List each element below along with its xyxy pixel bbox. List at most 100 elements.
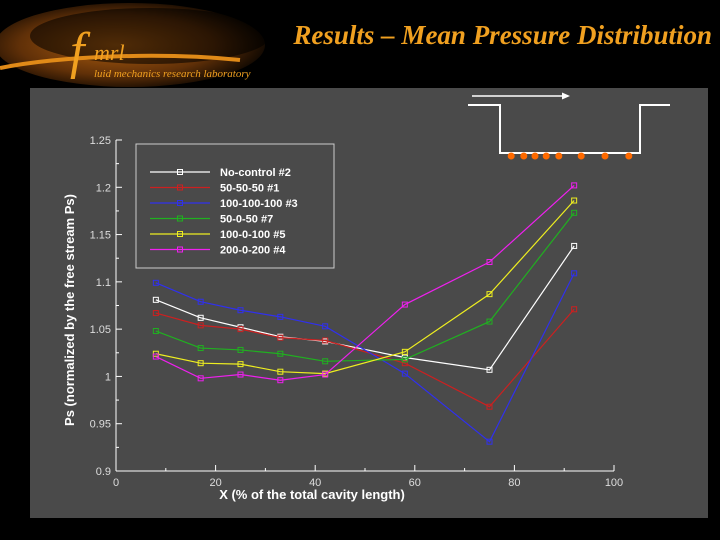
data-point — [152, 310, 159, 317]
data-point — [277, 377, 284, 384]
data-point — [197, 375, 204, 382]
data-point — [486, 438, 493, 445]
y-tick-label: 0.9 — [96, 466, 111, 478]
orifice-dot — [520, 152, 528, 160]
data-point — [237, 346, 244, 353]
data-point — [486, 291, 493, 298]
orifice-dot — [601, 152, 609, 160]
data-point — [486, 366, 493, 373]
data-point — [237, 361, 244, 368]
legend-marker — [177, 246, 183, 253]
series-4 — [152, 209, 578, 365]
data-point — [571, 197, 578, 204]
x-tick-label: 60 — [409, 477, 421, 489]
data-point — [401, 370, 408, 377]
legend-label: 100-100-100 #3 — [220, 198, 298, 210]
series-3 — [152, 270, 578, 445]
data-point — [486, 403, 493, 410]
legend-label: 50-0-50 #7 — [220, 214, 273, 226]
y-tick-label: 1.05 — [90, 324, 111, 336]
legend-box — [135, 143, 335, 269]
cavity-diagram — [468, 92, 670, 160]
flow-arrowhead — [562, 92, 570, 100]
legend-marker — [177, 169, 183, 175]
x-tick-label: 40 — [309, 477, 321, 489]
x-tick-label: 0 — [113, 477, 119, 489]
plot-area: 0.9 0.95 1 1.05 1.1 1.15 1.2 1.25 0 20 40 60 80 100 — [90, 135, 624, 489]
data-point — [237, 326, 244, 333]
data-point — [152, 353, 159, 360]
chart-panel: 0.9 0.95 1 1.05 1.1 1.15 1.2 1.25 0 20 40 60 80 100 N… — [30, 88, 708, 518]
legend-marker — [177, 215, 183, 222]
data-point — [277, 334, 284, 341]
x-tick-label: 80 — [508, 477, 520, 489]
data-point — [322, 337, 329, 344]
series-line — [155, 273, 575, 443]
series-5 — [152, 197, 578, 377]
data-point — [571, 306, 578, 313]
data-point — [571, 182, 578, 189]
pressure-chart: 0.9 0.95 1 1.05 1.1 1.15 1.2 1.25 0 20 40 60 80 100 N… — [62, 92, 670, 502]
data-point — [401, 301, 408, 308]
slide-title: Results – Mean Pressure Distribution — [293, 20, 712, 50]
data-point — [571, 209, 578, 216]
data-point — [197, 345, 204, 352]
series-line — [155, 308, 575, 408]
data-point — [571, 242, 578, 249]
x-tick-label: 100 — [605, 477, 623, 489]
data-point — [197, 314, 204, 321]
data-point — [152, 328, 159, 335]
data-point — [322, 371, 329, 378]
y-tick-label: 1.25 — [90, 135, 111, 147]
legend-label: No-control #2 — [220, 167, 291, 179]
data-point — [277, 313, 284, 320]
series-line — [155, 212, 575, 362]
data-point — [152, 279, 159, 286]
data-point — [401, 348, 408, 355]
legend-label: 200-0-200 #4 — [220, 245, 286, 257]
data-point — [401, 360, 408, 367]
legend-marker — [177, 231, 183, 237]
legend-marker — [177, 200, 183, 206]
data-point — [401, 356, 408, 363]
orifice-dot — [555, 152, 563, 160]
orifice-row — [507, 152, 633, 160]
data-point — [152, 296, 159, 303]
orifice-dot — [625, 152, 633, 160]
data-point — [486, 318, 493, 325]
y-tick-label: 1.2 — [96, 182, 111, 194]
cavity-outline — [468, 104, 670, 154]
x-tick-label: 20 — [209, 477, 221, 489]
data-point — [322, 358, 329, 365]
logo-letter-f: f — [70, 23, 85, 80]
logo-subtitle: luid mechanics research laboratory — [94, 68, 251, 80]
series-6 — [152, 182, 578, 384]
data-point — [237, 371, 244, 378]
legend-label: 50-50-50 #1 — [220, 183, 279, 195]
data-point — [277, 368, 284, 375]
series-line — [155, 184, 575, 381]
data-point — [197, 322, 204, 329]
y-tick-label: 0.95 — [90, 419, 111, 431]
data-point — [322, 323, 329, 330]
data-point — [197, 360, 204, 367]
orifice-dot — [507, 152, 515, 160]
legend: No-control #2 50-50-50 #1 100-100-100 #3 50… — [135, 143, 335, 269]
data-point — [197, 298, 204, 305]
y-tick-label: 1.15 — [90, 230, 111, 242]
data-point — [277, 350, 284, 357]
y-axis-label: Ps (normalized by the free stream Ps) — [62, 194, 77, 426]
orifice-dot — [577, 152, 585, 160]
orifice-dot — [531, 152, 539, 160]
y-tick-label: 1.1 — [96, 277, 111, 289]
logo-mrl: mrl — [94, 40, 125, 65]
y-tick-label: 1 — [105, 371, 111, 383]
logo-swoosh — [0, 3, 270, 87]
legend-marker — [177, 184, 183, 191]
series-2 — [152, 306, 578, 410]
x-axis-label: X (% of the total cavity length) — [219, 487, 405, 502]
legend-label: 100-0-100 #5 — [220, 229, 285, 241]
series-line — [155, 200, 575, 375]
orifice-dot — [542, 152, 550, 160]
data-point — [237, 307, 244, 314]
